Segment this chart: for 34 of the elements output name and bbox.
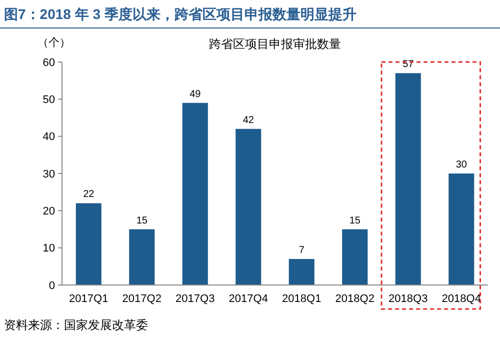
bar (342, 229, 368, 285)
bar (76, 203, 102, 285)
bar (395, 73, 421, 285)
bar (288, 258, 314, 285)
y-tick-label: 10 (42, 242, 55, 255)
x-tick-label: 2018Q1 (282, 293, 322, 305)
x-tick-label: 2018Q2 (335, 293, 374, 305)
data-label: 30 (456, 160, 468, 170)
bar (236, 128, 262, 285)
x-tick-label: 2018Q4 (442, 293, 481, 305)
data-label: 22 (83, 189, 95, 200)
x-tick-label: 2017Q2 (122, 293, 162, 305)
y-tick-label: 30 (42, 168, 55, 180)
y-tick-label: 0 (48, 280, 55, 292)
bar (182, 102, 208, 285)
y-tick-label: 50 (42, 94, 55, 106)
bar (448, 174, 474, 285)
data-label: 42 (242, 114, 254, 126)
text: 资料来源：国家发展改革委 (4, 318, 148, 332)
chart-subtitle: 跨省区项目申报审批数量 (209, 37, 341, 51)
x-tick-label: 2017Q4 (228, 293, 268, 305)
x-tick-label: 2018Q3 (388, 293, 428, 305)
y-tick-label: 40 (42, 131, 55, 144)
data-label: 15 (136, 215, 148, 226)
x-tick-label: 2017Q3 (176, 293, 215, 305)
y-tick-label: 60 (42, 56, 55, 69)
y-tick-label: 20 (42, 206, 55, 218)
data-label: 49 (190, 88, 202, 100)
data-label: 15 (349, 215, 361, 226)
bar (129, 229, 155, 285)
x-tick-label: 2017Q1 (69, 293, 108, 305)
y-axis-title: （个） (38, 37, 70, 49)
data-label: 7 (298, 244, 305, 256)
chart-title: 图7：2018 年 3 季度以来，跨省区项目申报数量明显提升 (4, 6, 356, 22)
